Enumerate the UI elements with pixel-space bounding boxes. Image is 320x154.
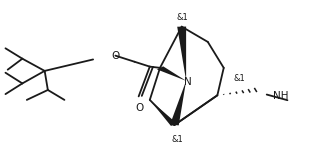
Polygon shape: [157, 66, 186, 81]
Text: &1: &1: [233, 74, 245, 83]
Text: O: O: [111, 51, 119, 61]
Polygon shape: [177, 26, 186, 81]
Polygon shape: [150, 100, 178, 126]
Text: &1: &1: [172, 135, 183, 144]
Text: &1: &1: [176, 13, 188, 22]
Text: N: N: [184, 77, 192, 87]
Text: O: O: [135, 103, 143, 113]
Text: NH: NH: [273, 91, 289, 101]
Polygon shape: [170, 81, 186, 125]
